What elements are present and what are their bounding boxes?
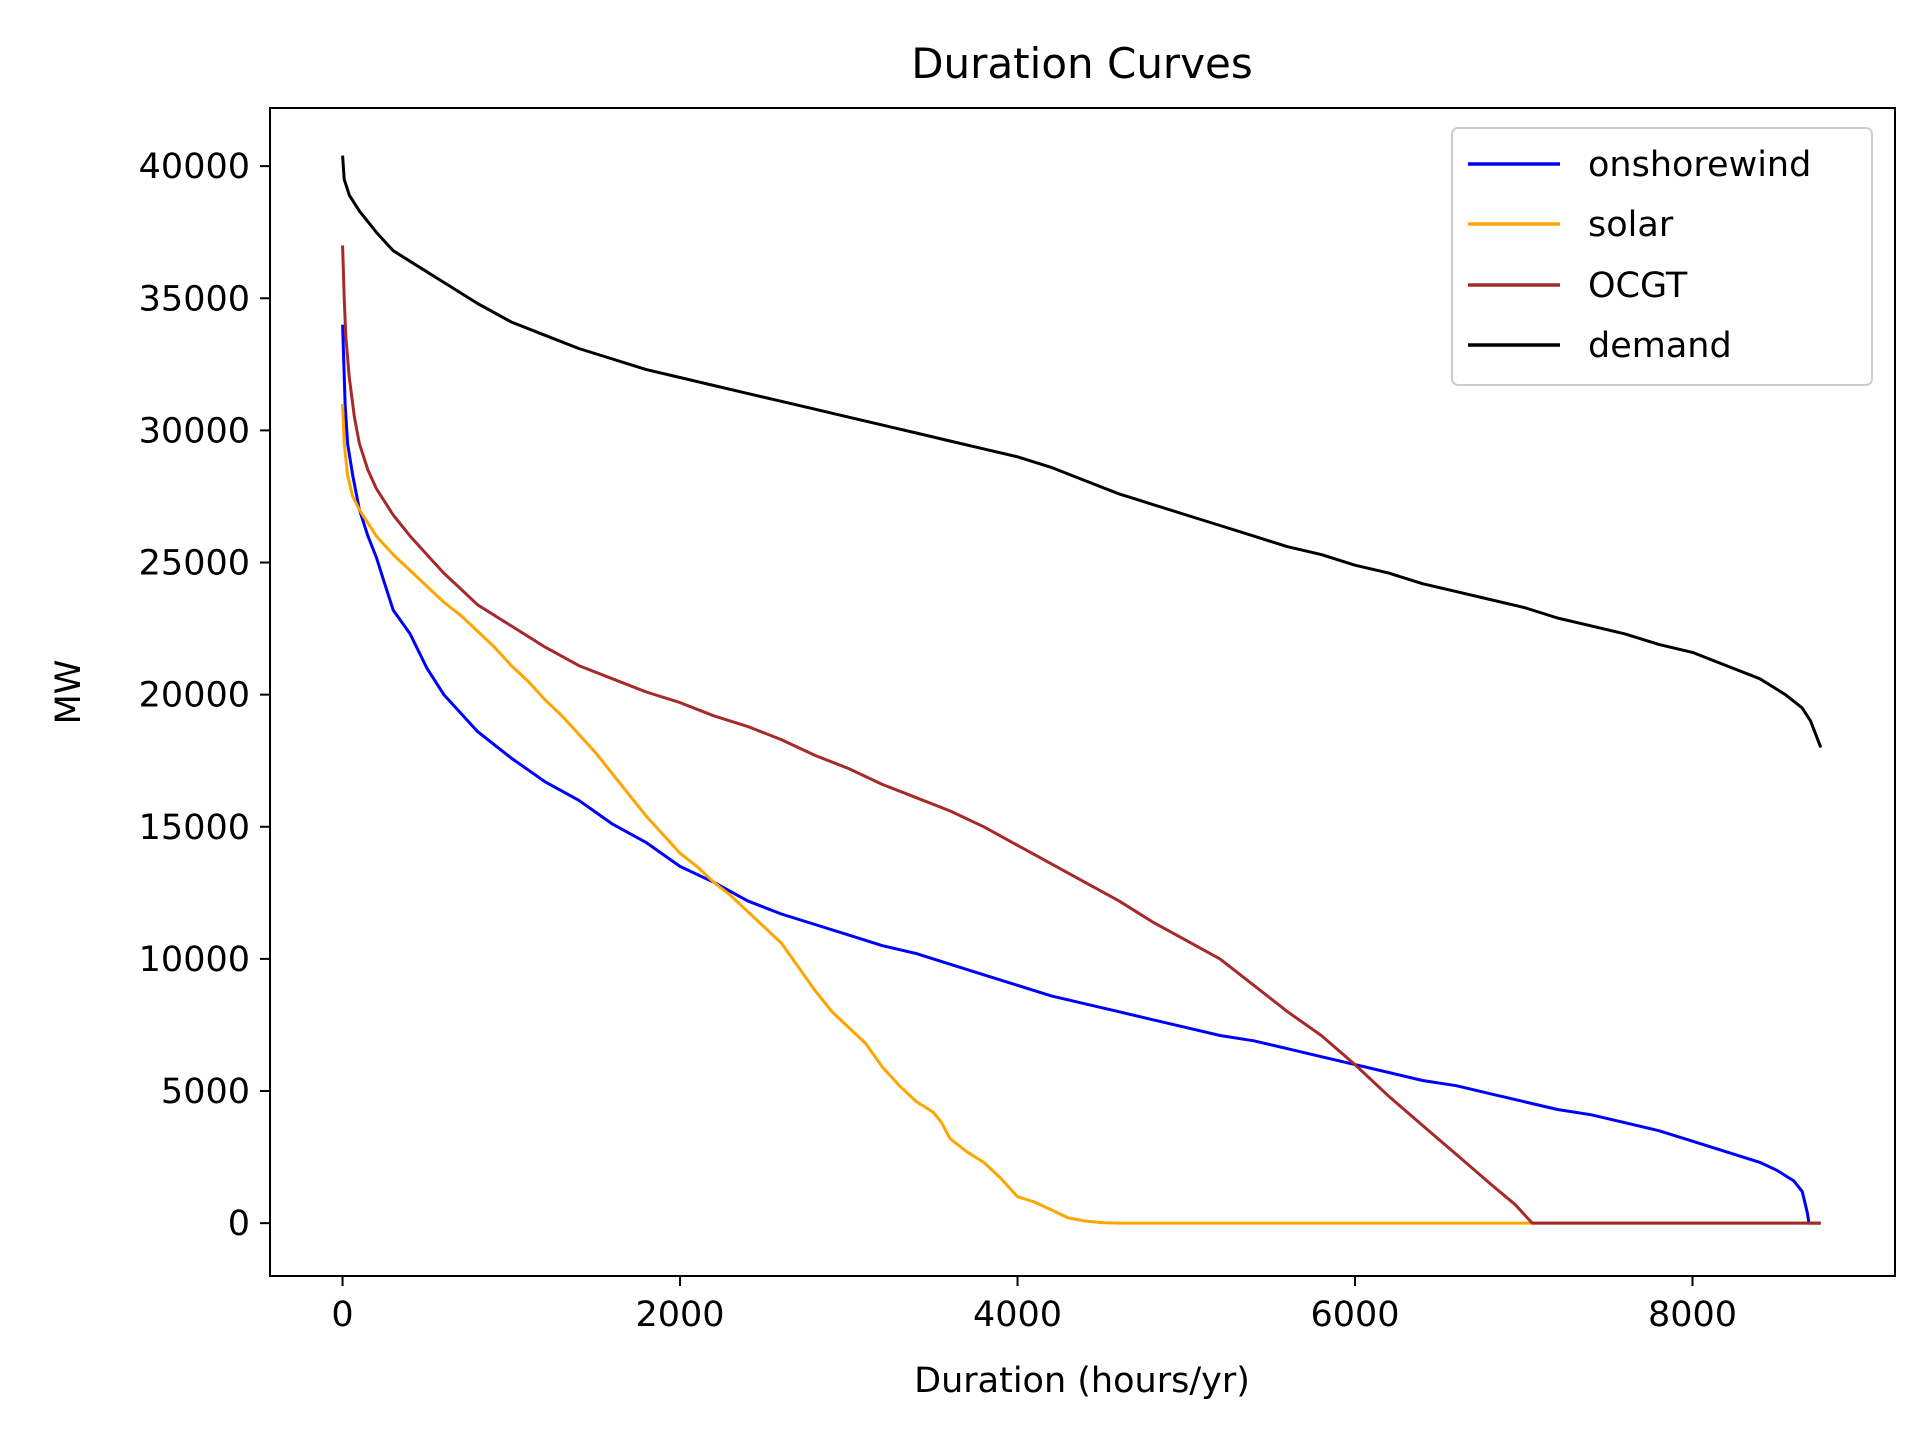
legend-box <box>1451 127 1873 386</box>
legend-label-solar: solar <box>1588 205 1674 245</box>
legend-label-onshorewind: onshorewind <box>1588 145 1811 185</box>
x-tick-label: 4000 <box>973 1295 1062 1335</box>
y-tick-label: 30000 <box>139 411 250 451</box>
series-line-ocgt <box>341 245 1821 1225</box>
legend: onshorewind solar OCGT demand <box>1451 127 1873 386</box>
x-tick-label: 2000 <box>636 1295 725 1335</box>
x-tick-label: 6000 <box>1310 1295 1399 1335</box>
y-tick-label: 10000 <box>139 940 250 980</box>
y-tick-label: 40000 <box>139 147 250 187</box>
y-axis-label: MW <box>49 660 89 725</box>
x-tick-label: 8000 <box>1648 1295 1737 1335</box>
y-tick-label: 25000 <box>139 544 250 584</box>
y-tick-label: 15000 <box>139 808 250 848</box>
y-axis-ticks: 0 5000 10000 15000 20000 25000 30000 35000 40000 <box>139 147 270 1244</box>
x-axis-ticks: 0 2000 4000 6000 8000 <box>331 1276 1737 1335</box>
series-layer <box>341 155 1823 1225</box>
y-tick-label: 0 <box>228 1204 250 1244</box>
plot-area-frame <box>269 107 1896 1277</box>
x-axis-label: Duration (hours/yr) <box>914 1361 1250 1401</box>
y-tick-label: 20000 <box>139 676 250 716</box>
chart-title: Duration Curves <box>911 39 1253 88</box>
y-tick-label: 5000 <box>161 1072 250 1112</box>
legend-label-demand: demand <box>1588 326 1732 366</box>
x-tick-label: 0 <box>331 1295 353 1335</box>
series-line-demand <box>341 155 1823 749</box>
series-line-solar <box>341 403 1821 1225</box>
legend-label-ocgt: OCGT <box>1588 266 1688 306</box>
series-line-onshorewind <box>341 324 1821 1225</box>
y-tick-label: 35000 <box>139 279 250 319</box>
